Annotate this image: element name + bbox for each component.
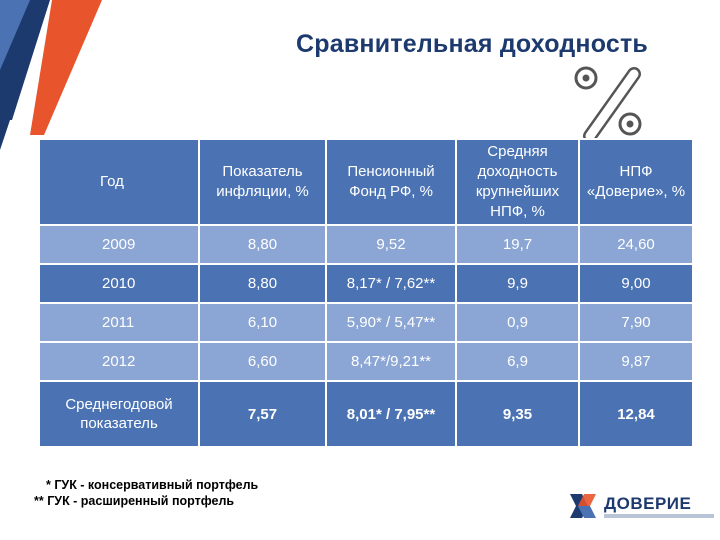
cell-year: 2011 xyxy=(38,302,200,343)
cell-avg-npf: 19,7 xyxy=(455,224,580,265)
cell-avg-npf: 9,9 xyxy=(455,263,580,304)
header-avg-npf: Средняя доходность крупнейших НПФ, % xyxy=(455,138,580,226)
table-row: 2010 8,80 8,17* / 7,62** 9,9 9,00 xyxy=(38,263,694,304)
cell-inflation: 6,60 xyxy=(198,341,327,382)
company-logo: ДОВЕРИЕ xyxy=(566,490,714,524)
cell-avg-npf: 6,9 xyxy=(455,341,580,382)
percent-icon xyxy=(574,66,642,143)
cell-pension-fund: 9,52 xyxy=(325,224,457,265)
footnote-extended: ** ГУК - расширенный портфель xyxy=(34,494,235,508)
cell-inflation: 8,80 xyxy=(198,224,327,265)
table-row: 2011 6,10 5,90* / 5,47** 0,9 7,90 xyxy=(38,302,694,343)
cell-pension-fund: 8,17* / 7,62** xyxy=(325,263,457,304)
header-year: Год xyxy=(38,138,200,226)
corner-decoration xyxy=(0,0,102,150)
cell-pension-fund: 5,90* / 5,47** xyxy=(325,302,457,343)
cell-year: 2010 xyxy=(38,263,200,304)
cell-pension-fund: 8,47*/9,21** xyxy=(325,341,457,382)
cell-year: 2012 xyxy=(38,341,200,382)
cell-npf-doverie: 24,60 xyxy=(578,224,694,265)
table-row: 2009 8,80 9,52 19,7 24,60 xyxy=(38,224,694,265)
cell-inflation: 7,57 xyxy=(198,380,327,448)
cell-avg-npf: 9,35 xyxy=(455,380,580,448)
cell-inflation: 8,80 xyxy=(198,263,327,304)
cell-npf-doverie: 12,84 xyxy=(578,380,694,448)
table-row: 2012 6,60 8,47*/9,21** 6,9 9,87 xyxy=(38,341,694,382)
footnote-conservative: * ГУК - консервативный портфель xyxy=(46,478,259,492)
cell-npf-doverie: 9,00 xyxy=(578,263,694,304)
page-title: Сравнительная доходность xyxy=(296,30,648,58)
header-npf-doverie: НПФ «Доверие», % xyxy=(578,138,694,226)
returns-table: Год Показатель инфляции, % Пенсионный Фо… xyxy=(38,138,694,448)
cell-npf-doverie: 9,87 xyxy=(578,341,694,382)
cell-npf-doverie: 7,90 xyxy=(578,302,694,343)
table-header-row: Год Показатель инфляции, % Пенсионный Фо… xyxy=(38,138,694,226)
logo-tagline-bar xyxy=(604,514,714,518)
logo-mark-icon xyxy=(570,494,596,518)
table-row-average: Среднегодовой показатель 7,57 8,01* / 7,… xyxy=(38,380,694,448)
cell-year: 2009 xyxy=(38,224,200,265)
cell-inflation: 6,10 xyxy=(198,302,327,343)
logo-text: ДОВЕРИЕ xyxy=(604,494,692,513)
cell-pension-fund: 8,01* / 7,95** xyxy=(325,380,457,448)
cell-avg-npf: 0,9 xyxy=(455,302,580,343)
header-inflation: Показатель инфляции, % xyxy=(198,138,327,226)
header-pension-fund: Пенсионный Фонд РФ, % xyxy=(325,138,457,226)
footnotes: * ГУК - консервативный портфель ** ГУК -… xyxy=(34,477,258,509)
cell-average-label: Среднегодовой показатель xyxy=(38,380,200,448)
